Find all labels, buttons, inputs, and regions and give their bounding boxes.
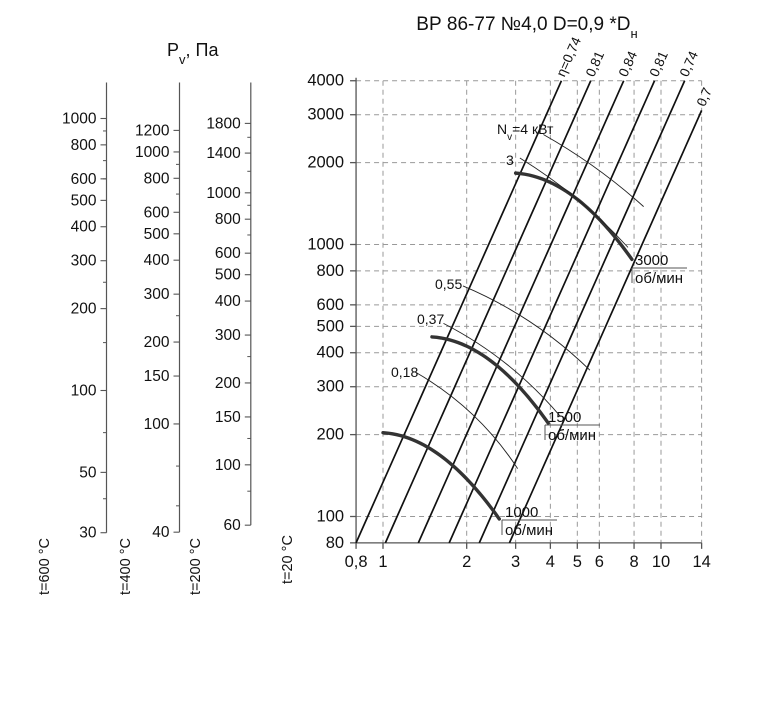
- svg-text:400: 400: [144, 252, 170, 269]
- svg-text:4000: 4000: [307, 72, 344, 90]
- svg-text:8: 8: [629, 553, 638, 571]
- svg-text:100: 100: [71, 383, 97, 400]
- svg-text:150: 150: [144, 368, 170, 385]
- svg-text:40: 40: [152, 524, 170, 541]
- svg-text:300: 300: [317, 378, 345, 396]
- svg-text:об/мин: об/мин: [635, 270, 683, 287]
- svg-text:200: 200: [71, 301, 97, 318]
- svg-text:50: 50: [79, 464, 97, 481]
- svg-text:5: 5: [573, 553, 582, 571]
- svg-text:t=20 °C: t=20 °C: [280, 535, 296, 584]
- svg-text:14: 14: [692, 553, 710, 571]
- svg-text:600: 600: [317, 296, 345, 314]
- svg-text:1500: 1500: [548, 409, 581, 426]
- svg-text:500: 500: [144, 226, 170, 243]
- svg-text:500: 500: [215, 267, 241, 284]
- svg-text:400: 400: [71, 219, 97, 236]
- svg-text:600: 600: [215, 245, 241, 262]
- svg-text:10: 10: [652, 553, 670, 571]
- svg-text:300: 300: [144, 286, 170, 303]
- svg-text:1000: 1000: [135, 144, 170, 161]
- svg-text:3: 3: [511, 553, 520, 571]
- svg-text:3: 3: [506, 152, 514, 168]
- svg-text:400: 400: [215, 293, 241, 310]
- svg-text:1000: 1000: [505, 504, 538, 521]
- svg-text:об/мин: об/мин: [548, 427, 596, 444]
- svg-text:0,8: 0,8: [345, 553, 368, 571]
- svg-text:3000: 3000: [307, 106, 344, 124]
- svg-text:0,18: 0,18: [391, 364, 418, 380]
- svg-text:600: 600: [71, 171, 97, 188]
- svg-text:t=600 °C: t=600 °C: [37, 538, 53, 595]
- svg-text:об/мин: об/мин: [505, 522, 553, 539]
- svg-text:800: 800: [71, 137, 97, 154]
- svg-text:600: 600: [144, 204, 170, 221]
- svg-text:1000: 1000: [62, 111, 97, 128]
- svg-text:2000: 2000: [307, 154, 344, 172]
- svg-text:300: 300: [71, 253, 97, 270]
- svg-text:6: 6: [595, 553, 604, 571]
- svg-text:t=200 °C: t=200 °C: [188, 538, 204, 595]
- svg-text:800: 800: [215, 211, 241, 228]
- svg-text:t=400 °C: t=400 °C: [118, 538, 134, 595]
- svg-text:300: 300: [215, 327, 241, 344]
- svg-text:100: 100: [144, 416, 170, 433]
- svg-text:200: 200: [317, 426, 345, 444]
- svg-text:200: 200: [144, 334, 170, 351]
- svg-text:3000: 3000: [635, 252, 668, 269]
- svg-text:200: 200: [215, 375, 241, 392]
- svg-text:1: 1: [378, 553, 387, 571]
- svg-text:0,55: 0,55: [435, 276, 462, 292]
- svg-text:150: 150: [215, 409, 241, 426]
- svg-text:800: 800: [317, 262, 345, 280]
- svg-text:1400: 1400: [206, 145, 241, 162]
- svg-text:0,37: 0,37: [417, 311, 444, 327]
- svg-text:500: 500: [317, 317, 345, 335]
- svg-text:30: 30: [79, 525, 97, 542]
- svg-text:1200: 1200: [135, 122, 170, 139]
- svg-text:800: 800: [144, 170, 170, 187]
- svg-text:60: 60: [224, 517, 242, 534]
- svg-text:500: 500: [71, 192, 97, 209]
- svg-text:1000: 1000: [206, 185, 241, 202]
- svg-text:100: 100: [317, 508, 345, 526]
- svg-text:2: 2: [462, 553, 471, 571]
- svg-text:80: 80: [326, 534, 344, 552]
- svg-text:400: 400: [317, 344, 345, 362]
- svg-text:1000: 1000: [307, 236, 344, 254]
- svg-text:100: 100: [215, 457, 241, 474]
- svg-text:4: 4: [546, 553, 555, 571]
- svg-text:1800: 1800: [206, 115, 241, 132]
